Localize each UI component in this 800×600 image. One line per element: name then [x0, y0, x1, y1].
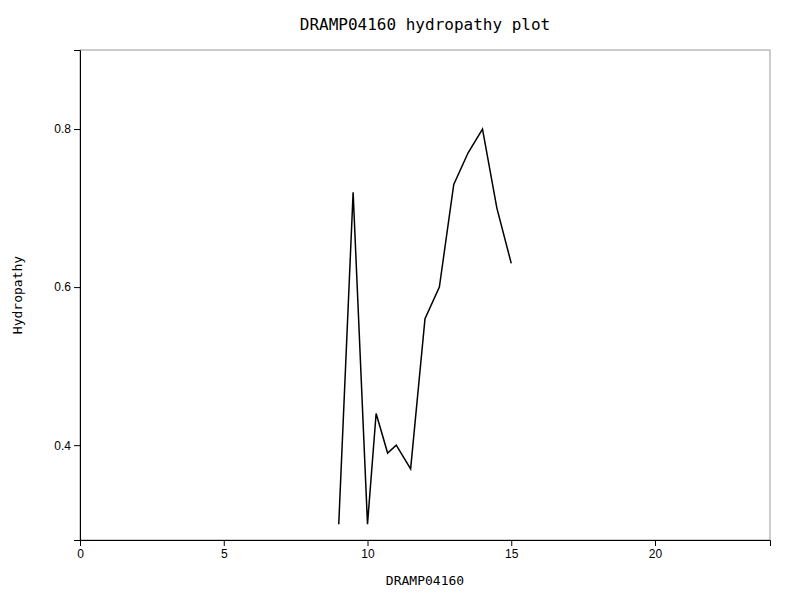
- x-tick-mark: [655, 540, 656, 546]
- y-tick: 0.6: [54, 280, 80, 294]
- chart: 0 5 10 15 20 0.4 0.6 0.8 DRAMP04160 hydropathy p…: [0, 0, 800, 600]
- title: DRAMP04160 hydropathy plot: [300, 15, 550, 34]
- y-tick-label: 0.8: [54, 122, 71, 136]
- y-axis-title: Hydropathy: [10, 256, 25, 334]
- y-tick: 0.4: [54, 439, 80, 453]
- x-tick-label: 15: [505, 547, 519, 561]
- marks: [339, 129, 512, 524]
- y-tick-mark: [74, 445, 80, 446]
- x-tick-label: 20: [649, 547, 663, 561]
- y-tick: 0.8: [54, 122, 80, 136]
- x-axis-title: DRAMP04160: [386, 573, 464, 588]
- y-axis-line: [74, 51, 81, 541]
- x-tick: 0: [77, 540, 84, 561]
- x-tick-mark: [368, 540, 369, 546]
- y-tick-label: 0.6: [54, 280, 71, 294]
- plot-frame: [80, 50, 770, 540]
- plot: 0 5 10 15 20 0.4 0.6 0.8: [54, 50, 770, 561]
- x-axis-line: [81, 541, 771, 547]
- x-tick-mark: [224, 540, 225, 546]
- x-tick: 15: [505, 540, 519, 561]
- x-tick-label: 5: [221, 547, 228, 561]
- y-tick-label: 0.4: [54, 439, 71, 453]
- x-axis: 0 5 10 15 20: [77, 540, 770, 561]
- x-tick-label: 10: [361, 547, 375, 561]
- x-tick-label: 0: [77, 547, 84, 561]
- y-tick-mark: [74, 129, 80, 130]
- x-tick: 20: [649, 540, 663, 561]
- y-tick-mark: [74, 287, 80, 288]
- y-axis: 0.4 0.6 0.8: [54, 51, 80, 541]
- line: [339, 129, 512, 524]
- x-tick: 10: [361, 540, 375, 561]
- x-tick: 5: [221, 540, 228, 561]
- x-tick-mark: [511, 540, 512, 546]
